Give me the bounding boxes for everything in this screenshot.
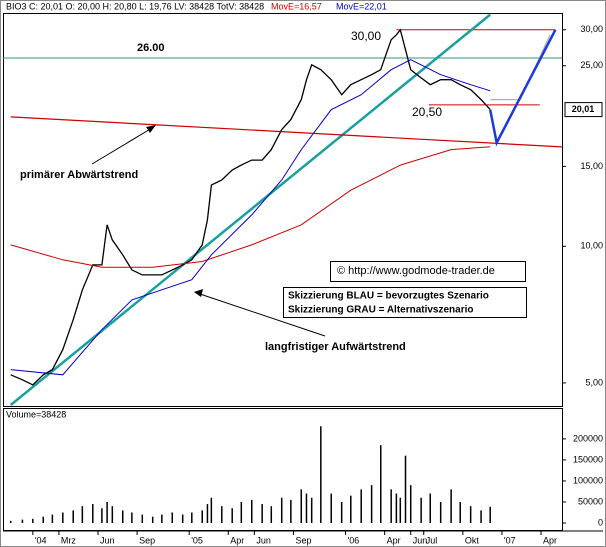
note: Skizzierung BLAU = bevorzugtes Szenario [288,291,489,302]
level-label: 30,00 [351,29,381,43]
level-label: 20,50 [412,105,442,119]
volume-tick-label: 100000 [573,475,603,485]
trend-line [488,29,557,147]
moving-average [10,59,491,376]
x-tick-label: Jun [100,535,115,545]
last-price-box [564,102,603,118]
legend-entry: MovE=16,57 [271,1,322,11]
x-tick-label: Jun [256,535,271,545]
annotation: langfristiger Aufwärtstrend [265,341,406,353]
volume-tick-label: 0 [598,517,603,527]
note-box [283,287,527,318]
price-panel [3,13,563,407]
x-tick-label: '07 [504,535,516,545]
x-tick-label: Okt [465,535,480,545]
x-tick-label: Apr [387,535,401,545]
volume-tick-label: 200000 [573,433,603,443]
x-tick-label: Apr [543,535,557,545]
annotation: primärer Abwärtstrend [20,169,138,181]
x-tick-label: Jun [413,535,428,545]
y-tick-label: 10,00 [580,241,603,251]
trend-line [9,13,491,406]
legend-entry: MovE=22,01 [336,1,387,11]
arrow [199,293,326,337]
level-label: 26.00 [137,42,165,54]
x-tick-label: '04 [35,535,47,545]
arrow-head [194,289,203,297]
y-tick-label: 15,00 [580,161,603,171]
volume-tick-label: 150000 [573,454,603,464]
header: BIO3 C: 20,01 O: 20,00 H: 20,80 L: 19,76… [6,1,264,11]
x-tick-label: Apr [230,535,244,545]
y-tick-label: 30,00 [580,24,603,34]
x-tick-label: Jul [426,535,438,545]
x-tick-label: '06 [348,535,360,545]
x-tick-label: Mrz [61,535,76,545]
source-box [330,261,526,282]
arrow [91,127,153,165]
volume-tick-label: 50000 [578,496,603,506]
last-price: 20,01 [572,104,595,114]
note: Skizzierung GRAU = Alternativszenario [288,305,474,316]
y-tick-label: 25,00 [580,60,603,70]
moving-average [10,146,491,268]
arrow-head [146,125,156,133]
source: © http://www.godmode-trader.de [337,265,495,277]
volume-label: Volume=38428 [6,409,66,419]
x-tick-label: '05 [191,535,203,545]
x-tick-label: Sep [295,535,311,545]
price-line [10,28,491,386]
x-tick-label: Sep [139,535,155,545]
trend-line [10,116,562,148]
y-tick-label: 5,00 [585,377,603,387]
